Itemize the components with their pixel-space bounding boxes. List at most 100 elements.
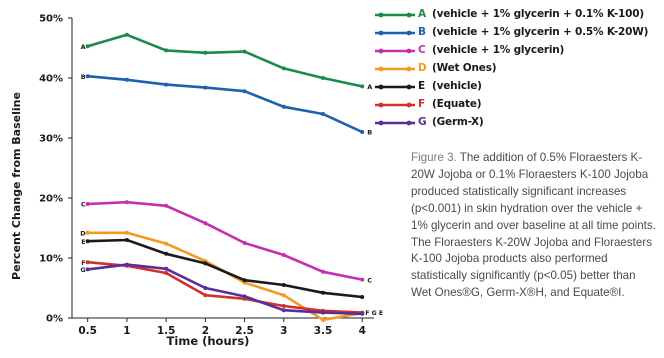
x-tick-label: 2.5 (235, 325, 254, 337)
point-label: D (80, 230, 86, 238)
data-point (85, 267, 90, 272)
legend-key: E (418, 80, 426, 92)
series-line-g (86, 263, 364, 316)
point-label: C (367, 276, 372, 284)
data-point (85, 74, 90, 79)
x-tick-label: 3.5 (314, 325, 333, 337)
legend-swatch (375, 30, 415, 36)
y-tick-label: 20% (39, 194, 63, 205)
legend-label: (vehicle) (432, 80, 482, 92)
data-point (360, 130, 365, 134)
end-labels-cluster: F G E (365, 310, 383, 317)
data-point (321, 290, 326, 295)
x-tick-label: 4 (359, 325, 366, 337)
series-f: F (81, 259, 365, 315)
legend-label: (vehicle + 1% glycerin + 0.5% K-20W) (432, 26, 649, 38)
legend-key: C (418, 44, 426, 56)
series-line-f (86, 260, 364, 314)
data-point (164, 82, 169, 87)
data-point (124, 200, 129, 205)
legend-key: D (418, 62, 427, 74)
data-point (321, 269, 326, 274)
data-point (85, 239, 90, 244)
data-point (242, 49, 247, 54)
legend-swatch (375, 12, 415, 18)
legend-key: B (418, 26, 427, 38)
series-a: A (81, 32, 365, 89)
data-point (203, 261, 208, 266)
point-label: B (81, 73, 86, 81)
point-label: A (81, 43, 86, 51)
data-point (164, 251, 169, 256)
legend-marker (378, 30, 384, 36)
data-point (321, 112, 326, 116)
figure-label: Figure 3. (411, 151, 457, 164)
x-tick-label: 3 (280, 325, 287, 337)
legend-label: (vehicle + 1% glycerin + 0.1% K-100) (432, 8, 644, 20)
legend-swatch (375, 102, 415, 108)
data-point (321, 310, 326, 315)
legend-marker (378, 102, 384, 108)
data-point (164, 271, 169, 275)
y-tick-label: 10% (39, 254, 63, 265)
x-tick-label: 2 (202, 325, 209, 337)
point-label: E (81, 238, 85, 246)
data-point (360, 84, 365, 89)
series-line-e (86, 238, 364, 299)
legend-label: (Wet Ones) (432, 62, 497, 74)
data-point (321, 317, 326, 322)
legend-marker (406, 102, 412, 108)
x-tick-label: 0.5 (78, 325, 97, 337)
data-point (124, 32, 129, 37)
series-c: C (81, 200, 365, 282)
data-point (124, 238, 129, 242)
legend-swatch (375, 84, 415, 90)
y-tick-label: 40% (39, 74, 63, 85)
legend-marker (406, 30, 412, 36)
data-point (203, 293, 208, 298)
series-line-c (86, 200, 364, 281)
legend-swatch (375, 66, 415, 72)
data-point (203, 286, 208, 290)
legend-key: A (418, 8, 427, 20)
series-g: G (80, 262, 365, 316)
legend-swatch (375, 120, 415, 126)
legend-key: F (418, 98, 426, 110)
data-point (281, 293, 286, 298)
x-tick-label: 1.5 (157, 325, 176, 337)
data-point (85, 230, 90, 235)
legend-marker (406, 66, 412, 72)
y-tick-label: 30% (39, 134, 63, 145)
data-point (242, 278, 247, 283)
data-point (321, 76, 326, 80)
data-point (281, 253, 286, 257)
data-point (85, 44, 90, 49)
legend-marker (406, 12, 412, 18)
x-axis-title: Time (hours) (167, 334, 250, 348)
legend-marker (406, 84, 412, 90)
x-tick-label: 1 (123, 325, 130, 337)
legend-key: G (418, 116, 427, 128)
series-b: B (81, 73, 365, 134)
data-point (360, 295, 365, 299)
data-point (281, 104, 286, 109)
data-point (281, 283, 286, 287)
data-point (242, 89, 247, 94)
series-line-a (86, 33, 364, 88)
point-label: C (81, 201, 86, 209)
legend-label: (Germ-X) (432, 116, 484, 128)
data-point (164, 203, 169, 208)
data-point (124, 77, 129, 82)
data-point (124, 262, 129, 267)
point-label: A (367, 83, 372, 91)
data-point (164, 48, 169, 53)
legend-marker (378, 84, 384, 90)
point-label: F (81, 259, 85, 267)
caption-text: The addition of 0.5% Floraesters K-20W J… (411, 151, 656, 300)
data-point (203, 85, 208, 90)
data-point (85, 202, 90, 206)
legend-label: (Equate) (432, 98, 482, 110)
data-point (281, 308, 286, 313)
y-tick-label: 50% (39, 14, 63, 25)
